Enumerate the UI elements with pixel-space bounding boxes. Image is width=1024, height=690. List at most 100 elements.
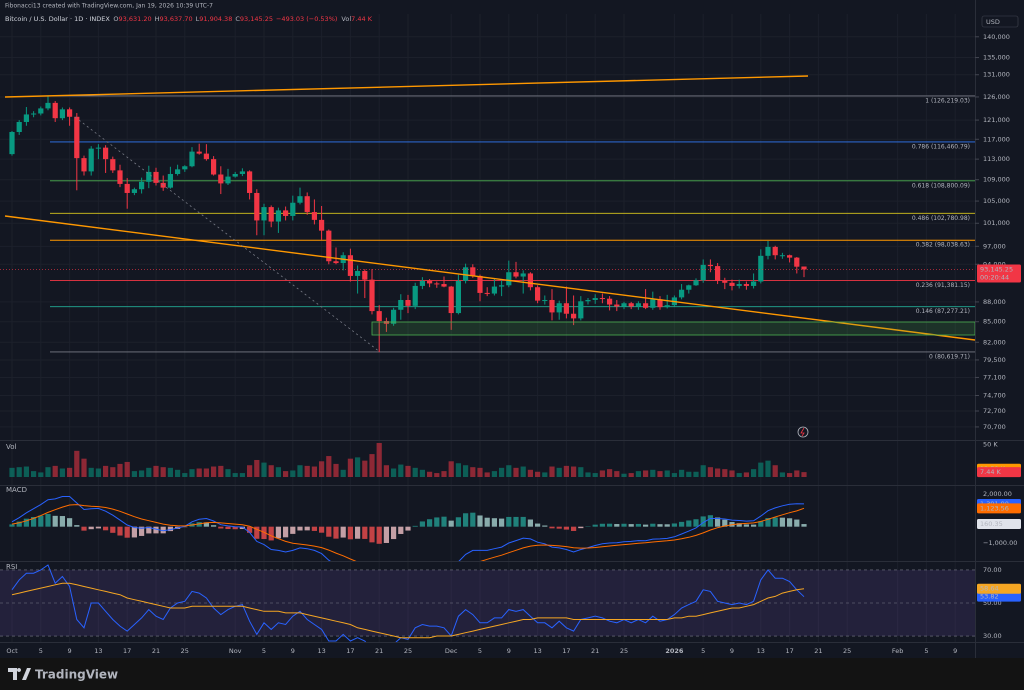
macd-histogram-bar [369,526,375,543]
volume-bar [268,465,274,477]
macd-histogram-bar [643,524,649,527]
x-tick-label: 5 [262,647,266,655]
volume-bar [52,465,58,477]
y-tick-label: 140,000 [983,33,1010,41]
volume-bar [614,471,620,477]
candle-body [448,286,454,314]
price-tag [977,264,1021,283]
macd-histogram-bar [326,526,332,537]
volume-bar [599,470,605,477]
x-tick-label: 21 [591,647,599,655]
candle-body [254,192,260,221]
macd-histogram-bar [283,526,289,538]
x-tick-label: Nov [229,647,242,655]
x-tick-label: 9 [730,647,734,655]
candle-body [592,298,598,300]
macd-histogram-bar [304,526,310,531]
candle-body [412,285,418,306]
volume-bar [729,470,735,477]
volume-bar [736,473,742,477]
event-icon[interactable] [797,426,809,438]
x-tick-label: 25 [843,647,851,655]
x-tick-label: Feb [892,647,904,655]
volume-bar [686,471,692,477]
volume-bar [9,467,15,477]
macd-histogram-bar [110,526,116,533]
volume-bar [139,470,145,477]
volume-bar [153,465,159,477]
volume-bar [607,469,613,477]
volume-bar [535,471,541,477]
candle-body [139,181,145,190]
candle-body [614,304,620,307]
macd-histogram-bar [398,526,404,534]
candle-body [203,153,209,160]
candle-body [693,280,699,286]
volume-bar [542,472,548,477]
price-tag-label: 1,123.56 [980,504,1009,512]
macd-histogram-bar [599,523,605,527]
volume-bar [801,472,807,477]
volume-bar [441,471,447,477]
candle-body [59,109,65,119]
candle-body [211,159,217,175]
y-tick-label: 105,000 [983,197,1010,205]
x-tick-label: 21 [814,647,822,655]
candle-body [535,287,541,301]
candle-body [650,299,656,308]
candle-body [131,189,137,193]
macd-histogram-bar [254,526,260,539]
candle-body [376,311,382,322]
macd-histogram-bar [167,526,173,532]
candle-body [31,113,37,115]
volume-bar [513,467,519,477]
volume-bar [369,454,375,477]
fib-level-label: 0.486 (102,780.98) [912,215,970,222]
macd-histogram-bar [549,526,555,529]
candle-body [110,159,116,171]
candle-body [45,102,51,109]
candle-body [362,270,368,280]
quote-value: 93,631.20 [119,15,152,23]
y-tick-label: 74,700 [983,392,1006,400]
volume-bar [239,473,245,477]
macd-histogram-bar [139,526,145,536]
candle-body [319,219,325,231]
macd-histogram-bar [499,518,505,527]
x-tick-label: 9 [507,647,511,655]
volume-bar [38,472,44,477]
macd-histogram-bar [203,522,209,527]
macd-histogram-bar [117,526,123,536]
candle-body [628,303,634,307]
candle-body [787,255,793,258]
candle-body [441,284,447,287]
volume-bar [81,458,87,477]
volume-bar [643,470,649,477]
volume-bar [707,467,713,477]
macd-histogram-bar [362,526,368,539]
macd-histogram-bar [376,526,382,544]
price-tag-label: 7.44 K [980,468,1002,476]
candle-body [117,170,123,184]
candle-body [124,183,130,193]
macd-histogram-bar [153,526,159,534]
macd-histogram-bar [722,519,728,527]
macd-histogram-bar [686,520,692,527]
candle-body [772,246,778,256]
y-tick-label: 2,000.00 [983,490,1012,498]
candle-body [491,286,497,294]
candle-body [290,202,296,216]
volume-bar [621,473,627,477]
volume-bar [391,468,397,477]
quote-key: H [155,15,160,23]
macd-histogram-bar [491,518,497,527]
pane-title: MACD [6,486,27,494]
trend-line [4,75,809,98]
volume-bar [463,465,469,477]
volume-bar [549,466,555,477]
volume-bar [110,467,116,477]
price-tag-label: 160.35 [980,520,1003,528]
candle-body [355,270,361,276]
candle-body [383,321,389,324]
